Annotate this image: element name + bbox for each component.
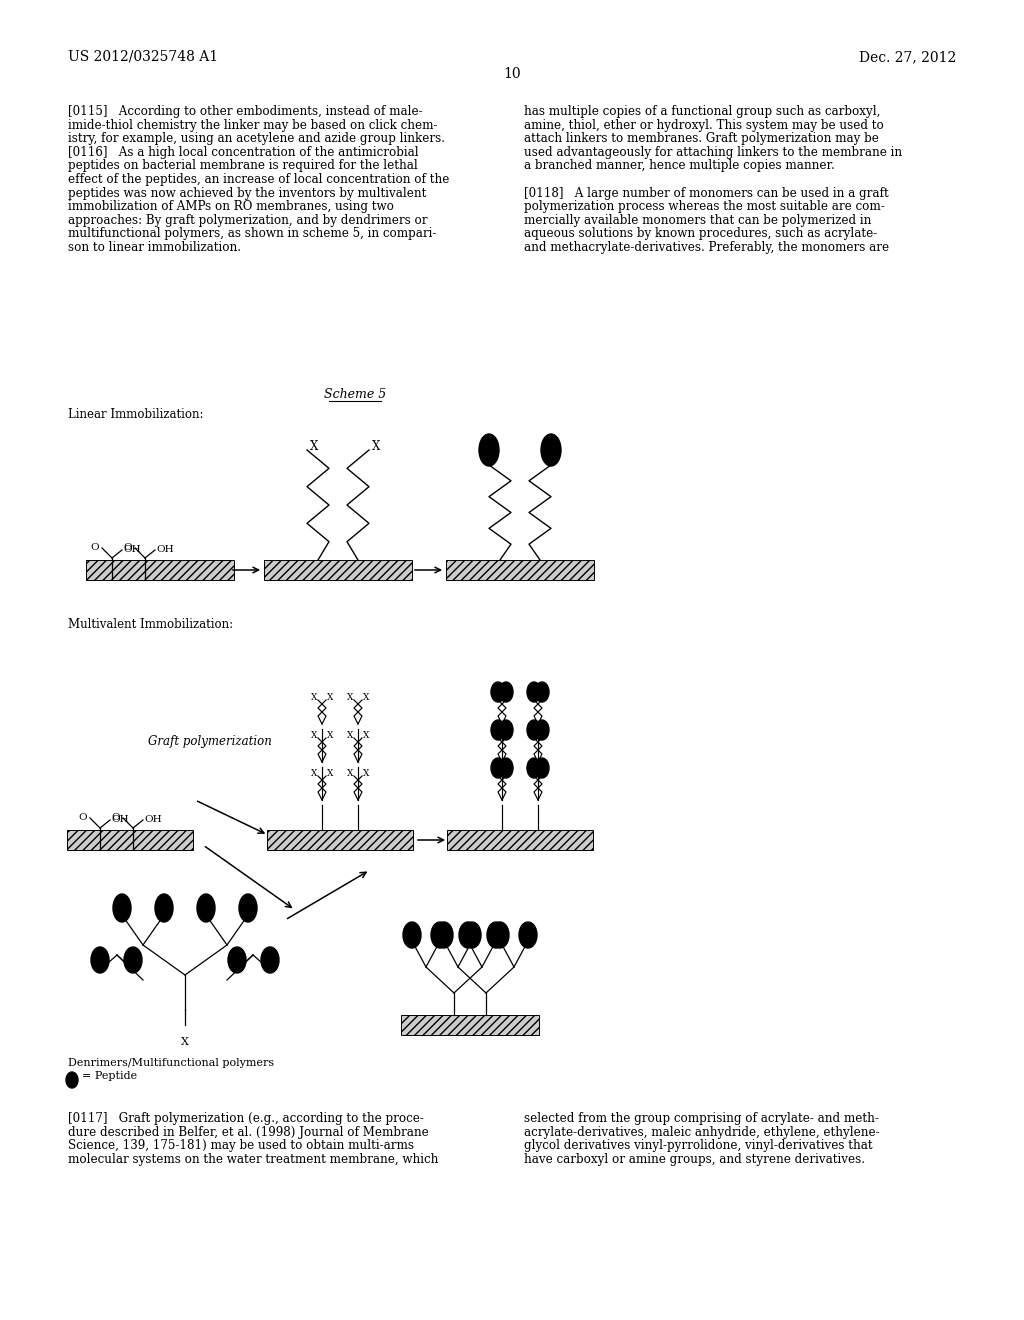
Text: Dec. 27, 2012: Dec. 27, 2012 [859, 50, 956, 63]
Text: OH: OH [144, 816, 162, 825]
Ellipse shape [228, 946, 246, 973]
Text: X: X [310, 770, 317, 779]
Ellipse shape [519, 921, 537, 948]
Ellipse shape [490, 719, 505, 741]
Text: immobilization of AMPs on RO membranes, using two: immobilization of AMPs on RO membranes, … [68, 201, 394, 214]
Text: Science, 139, 175-181) may be used to obtain multi-arms: Science, 139, 175-181) may be used to ob… [68, 1139, 414, 1152]
Text: X: X [347, 770, 353, 779]
Text: X: X [327, 693, 334, 702]
Ellipse shape [527, 758, 541, 777]
Ellipse shape [197, 894, 215, 921]
Text: have carboxyl or amine groups, and styrene derivatives.: have carboxyl or amine groups, and styre… [524, 1152, 865, 1166]
Text: mercially available monomers that can be polymerized in: mercially available monomers that can be… [524, 214, 871, 227]
Ellipse shape [527, 682, 541, 702]
Ellipse shape [535, 682, 549, 702]
Text: X: X [372, 440, 380, 453]
Bar [446, 560, 594, 579]
Text: US 2012/0325748 A1: US 2012/0325748 A1 [68, 50, 218, 63]
Text: O: O [90, 544, 99, 553]
Ellipse shape [91, 946, 109, 973]
Text: [0118]   A large number of monomers can be used in a graft: [0118] A large number of monomers can be… [524, 186, 889, 199]
Bar [86, 560, 234, 579]
Ellipse shape [499, 682, 513, 702]
Text: O: O [79, 813, 87, 822]
Text: Graft polymerization: Graft polymerization [148, 735, 272, 748]
Bar [67, 830, 193, 850]
Text: X: X [362, 693, 370, 702]
Text: X: X [181, 1038, 189, 1047]
Text: [0116]   As a high local concentration of the antimicrobial: [0116] As a high local concentration of … [68, 145, 419, 158]
Text: X: X [310, 693, 317, 702]
Ellipse shape [541, 434, 561, 466]
Text: = Peptide: = Peptide [82, 1071, 137, 1081]
Text: multifunctional polymers, as shown in scheme 5, in compari-: multifunctional polymers, as shown in sc… [68, 227, 436, 240]
Text: has multiple copies of a functional group such as carboxyl,: has multiple copies of a functional grou… [524, 106, 881, 117]
Text: molecular systems on the water treatment membrane, which: molecular systems on the water treatment… [68, 1152, 438, 1166]
Text: O: O [112, 813, 120, 822]
Ellipse shape [239, 894, 257, 921]
Text: attach linkers to membranes. Graft polymerization may be: attach linkers to membranes. Graft polym… [524, 132, 879, 145]
Text: approaches: By graft polymerization, and by dendrimers or: approaches: By graft polymerization, and… [68, 214, 427, 227]
Ellipse shape [124, 946, 142, 973]
Text: used advantageously for attaching linkers to the membrane in: used advantageously for attaching linker… [524, 145, 902, 158]
Ellipse shape [535, 758, 549, 777]
Text: effect of the peptides, an increase of local concentration of the: effect of the peptides, an increase of l… [68, 173, 450, 186]
Text: [0115]   According to other embodiments, instead of male-: [0115] According to other embodiments, i… [68, 106, 423, 117]
Bar [267, 830, 413, 850]
Text: acrylate-derivatives, maleic anhydride, ethylene, ethylene-: acrylate-derivatives, maleic anhydride, … [524, 1126, 880, 1139]
Text: dure described in Belfer, et al. (1998) Journal of Membrane: dure described in Belfer, et al. (1998) … [68, 1126, 429, 1139]
Text: polymerization process whereas the most suitable are com-: polymerization process whereas the most … [524, 201, 885, 214]
Text: OH: OH [111, 816, 129, 825]
Ellipse shape [527, 719, 541, 741]
Text: aqueous solutions by known procedures, such as acrylate-: aqueous solutions by known procedures, s… [524, 227, 878, 240]
Text: X: X [347, 731, 353, 741]
Ellipse shape [479, 434, 499, 466]
Text: OH: OH [123, 545, 140, 554]
Text: X: X [327, 731, 334, 741]
Ellipse shape [113, 894, 131, 921]
Ellipse shape [490, 682, 505, 702]
Text: O: O [123, 544, 132, 553]
Bar [447, 830, 593, 850]
Text: Multivalent Immobilization:: Multivalent Immobilization: [68, 618, 233, 631]
Text: X: X [362, 731, 370, 741]
Text: istry, for example, using an acetylene and azide group linkers.: istry, for example, using an acetylene a… [68, 132, 445, 145]
Ellipse shape [459, 921, 477, 948]
Text: 10: 10 [503, 67, 521, 81]
Ellipse shape [499, 719, 513, 741]
Bar [264, 560, 412, 579]
Ellipse shape [487, 921, 505, 948]
Ellipse shape [66, 1072, 78, 1088]
Text: selected from the group comprising of acrylate- and meth-: selected from the group comprising of ac… [524, 1111, 879, 1125]
Ellipse shape [499, 758, 513, 777]
Text: peptides was now achieved by the inventors by multivalent: peptides was now achieved by the invento… [68, 186, 426, 199]
Ellipse shape [435, 921, 453, 948]
Bar [401, 1015, 539, 1035]
Text: Denrimers/Multifunctional polymers: Denrimers/Multifunctional polymers [68, 1059, 274, 1068]
Text: peptides on bacterial membrane is required for the lethal: peptides on bacterial membrane is requir… [68, 160, 418, 173]
Ellipse shape [155, 894, 173, 921]
Text: Linear Immobilization:: Linear Immobilization: [68, 408, 204, 421]
Ellipse shape [261, 946, 279, 973]
Ellipse shape [403, 921, 421, 948]
Text: X: X [327, 770, 334, 779]
Text: OH: OH [156, 545, 174, 554]
Text: imide-thiol chemistry the linker may be based on click chem-: imide-thiol chemistry the linker may be … [68, 119, 437, 132]
Text: X: X [310, 731, 317, 741]
Ellipse shape [490, 921, 509, 948]
Text: X: X [362, 770, 370, 779]
Text: amine, thiol, ether or hydroxyl. This system may be used to: amine, thiol, ether or hydroxyl. This sy… [524, 119, 884, 132]
Text: and methacrylate-derivatives. Preferably, the monomers are: and methacrylate-derivatives. Preferably… [524, 242, 889, 253]
Text: [0117]   Graft polymerization (e.g., according to the proce-: [0117] Graft polymerization (e.g., accor… [68, 1111, 424, 1125]
Ellipse shape [490, 758, 505, 777]
Text: son to linear immobilization.: son to linear immobilization. [68, 242, 241, 253]
Text: glycol derivatives vinyl-pyrrolidone, vinyl-derivatives that: glycol derivatives vinyl-pyrrolidone, vi… [524, 1139, 872, 1152]
Text: Scheme 5: Scheme 5 [324, 388, 386, 401]
Ellipse shape [463, 921, 481, 948]
Text: X: X [310, 440, 318, 453]
Ellipse shape [535, 719, 549, 741]
Text: X: X [347, 693, 353, 702]
Text: a branched manner, hence multiple copies manner.: a branched manner, hence multiple copies… [524, 160, 835, 173]
Ellipse shape [431, 921, 449, 948]
